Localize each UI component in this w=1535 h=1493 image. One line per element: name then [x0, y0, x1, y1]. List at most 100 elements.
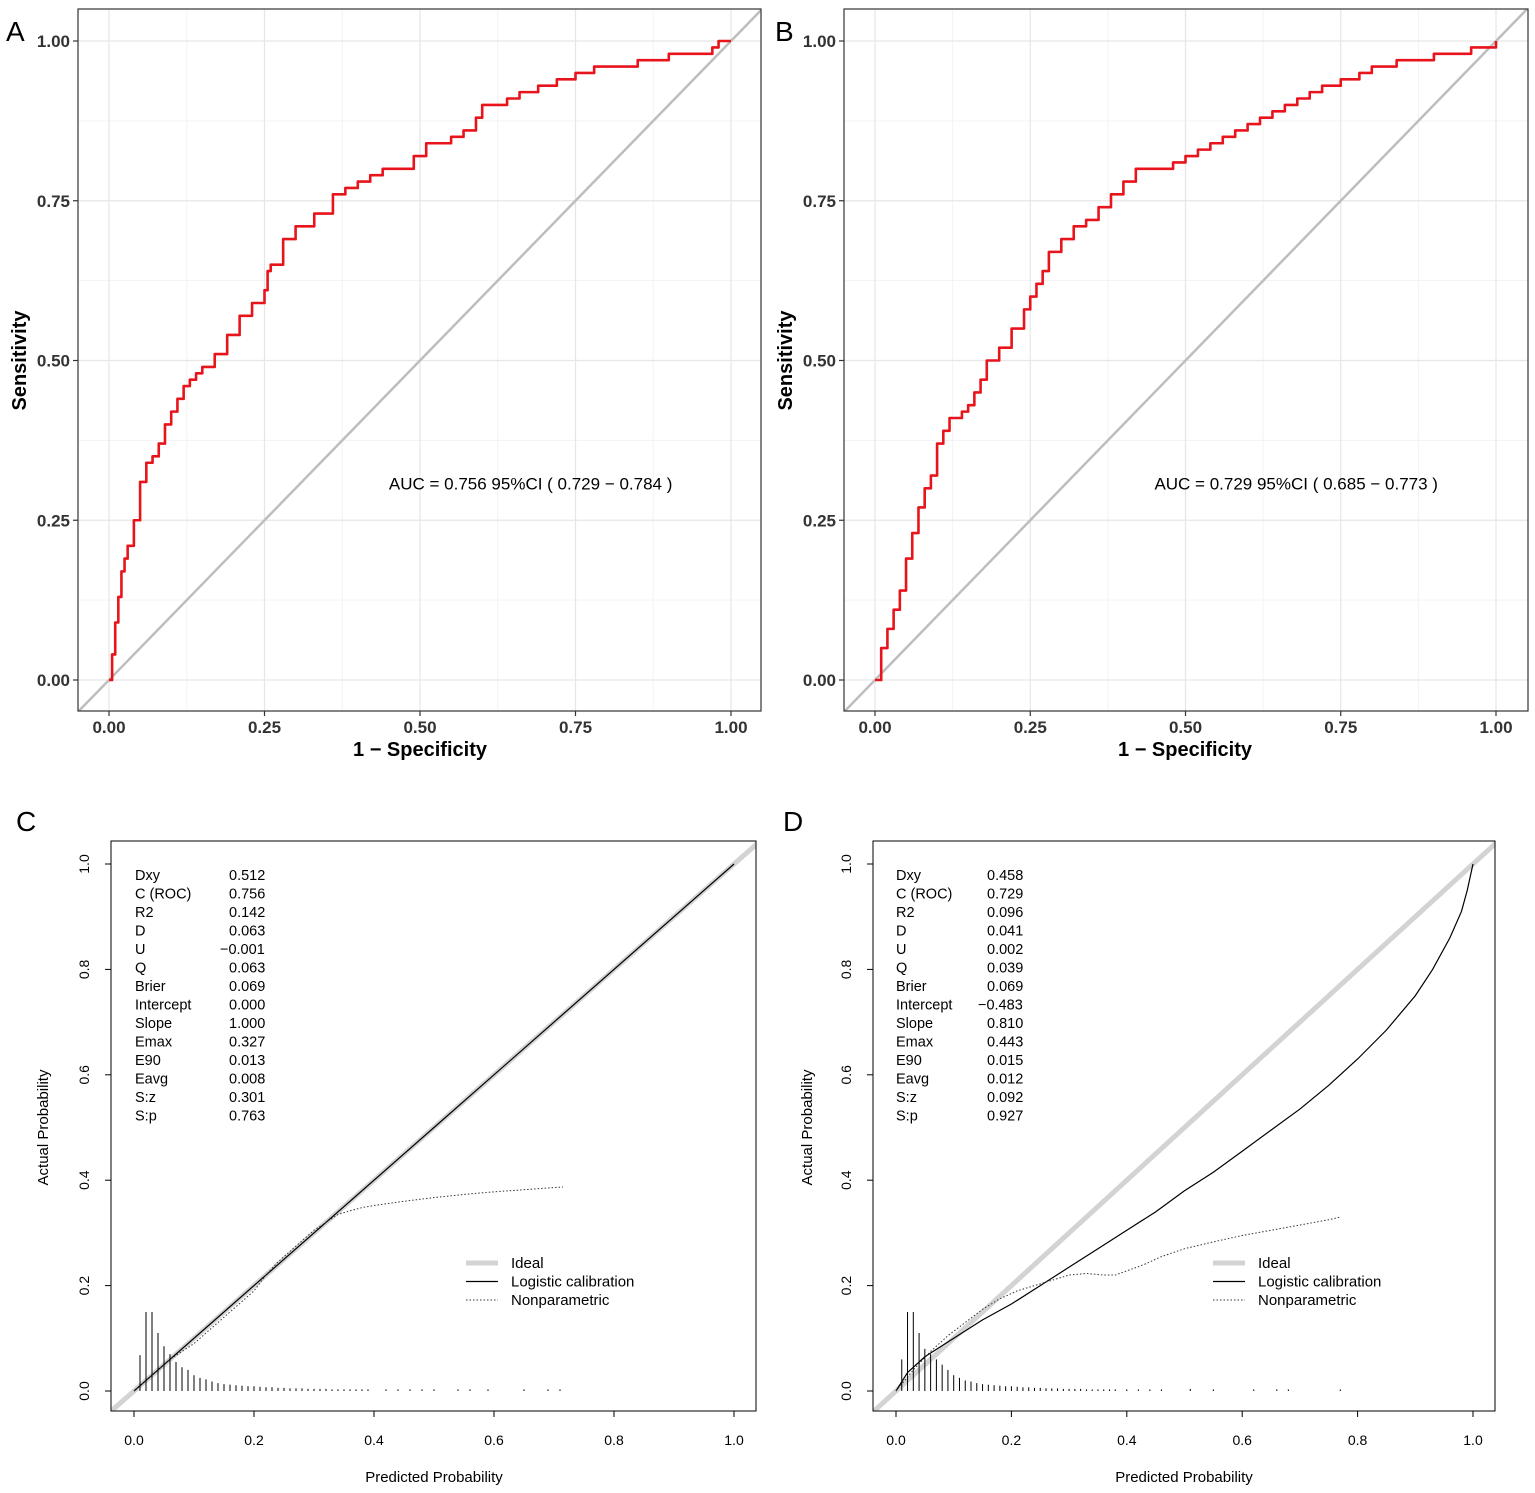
plot-frame: [872, 840, 1496, 1412]
stat-value: 0.015: [987, 1053, 1023, 1069]
stat-name: Intercept: [896, 998, 952, 1014]
nonparametric-line: [133, 1186, 564, 1392]
y-tick-label: 0.25: [803, 511, 836, 530]
legend-label: Nonparametric: [1258, 1292, 1357, 1309]
stat-value: 0.069: [987, 979, 1023, 995]
statistics-table: Dxy 0.512 C (ROC) 0.756 R2 0.142 D 0.063 U −0.001…: [135, 868, 265, 1125]
x-tick-label: 0.4: [364, 1432, 384, 1448]
panel-letter: D: [783, 806, 803, 837]
plot-frame: [110, 840, 757, 1412]
x-tick-label: 1.0: [724, 1432, 744, 1448]
x-tick-label: 0.6: [484, 1432, 504, 1448]
x-tick-label: 0.50: [1169, 718, 1202, 737]
stat-name: Intercept: [135, 998, 191, 1014]
stat-name: C (ROC): [896, 887, 952, 903]
stat-value: 0.063: [229, 961, 265, 977]
y-tick-label: 0.00: [37, 671, 70, 690]
x-axis-label: Predicted Probability: [1115, 1469, 1253, 1486]
stat-name: Brier: [135, 979, 166, 995]
stat-value: −0.001: [220, 942, 265, 958]
y-tick-label: 0.2: [76, 1276, 92, 1296]
y-tick-label: 1.0: [76, 854, 92, 874]
stat-name: Q: [896, 961, 907, 977]
prediction-histogram: [901, 1311, 1341, 1391]
y-tick-label: 0.25: [37, 511, 70, 530]
reference-line: [844, 9, 1528, 711]
x-tick-label: 0.50: [403, 718, 436, 737]
x-tick-label: 0.4: [1117, 1432, 1137, 1448]
y-tick-label: 0.4: [76, 1170, 92, 1190]
x-tick-label: 1.00: [714, 718, 747, 737]
logistic-calibration-line: [133, 863, 735, 1392]
y-tick-label: 0.8: [76, 959, 92, 979]
y-tick-label: 0.8: [838, 959, 854, 979]
calibration-panel-d: 0.0 0.2 0.4 0.6 0.8 1.0 0.0 0.2 0.4 0.6 0.8 1.0 Pred…: [783, 806, 1496, 1486]
stat-name: U: [135, 942, 145, 958]
stat-name: Dxy: [135, 868, 161, 884]
y-axis-label: Actual Probability: [35, 1069, 52, 1185]
logistic-calibration-line: [895, 863, 1474, 1392]
x-tick-label: 0.8: [1348, 1432, 1368, 1448]
roc-panel-a: 0.00 0.25 0.50 0.75 1.00 0.00 0.25 0.50 0.75 1.00…: [6, 8, 762, 761]
stat-name: Slope: [135, 1016, 172, 1032]
y-tick-label: 1.00: [803, 32, 836, 51]
x-axis-label: 1 − Specificity: [353, 739, 488, 761]
x-axis-label: Predicted Probability: [365, 1469, 503, 1486]
legend-label: Ideal: [511, 1255, 544, 1272]
x-tick-label: 0.2: [244, 1432, 264, 1448]
stat-value: 0.041: [987, 924, 1023, 940]
y-tick-label: 0.75: [803, 192, 836, 211]
stat-value: 0.327: [229, 1035, 265, 1051]
x-tick-label: 0.8: [604, 1432, 624, 1448]
x-tick-label: 1.00: [1479, 718, 1512, 737]
stat-value: 0.443: [987, 1035, 1023, 1051]
stat-name: E90: [135, 1053, 161, 1069]
stat-name: Slope: [896, 1016, 933, 1032]
stat-name: Q: [135, 961, 146, 977]
stat-name: S:z: [896, 1090, 917, 1106]
y-tick-label: 1.0: [838, 854, 854, 874]
stat-name: S:z: [135, 1090, 156, 1106]
x-tick-label: 0.75: [1324, 718, 1357, 737]
y-tick-label: 0.75: [37, 192, 70, 211]
x-tick-label: 0.2: [1002, 1432, 1022, 1448]
stat-value: 0.763: [229, 1109, 265, 1125]
stat-name: Dxy: [896, 868, 922, 884]
panel-letter: B: [775, 16, 794, 47]
stat-value: 0.002: [987, 942, 1023, 958]
stat-value: 1.000: [229, 1016, 265, 1032]
stat-name: R2: [135, 905, 154, 921]
legend-label: Nonparametric: [511, 1292, 610, 1309]
stat-name: Emax: [135, 1035, 173, 1051]
stat-value: −0.483: [978, 998, 1023, 1014]
stat-name: Eavg: [135, 1072, 168, 1088]
stat-value: 0.142: [229, 905, 265, 921]
y-tick-label: 0.00: [803, 671, 836, 690]
roc-curve: [875, 41, 1498, 682]
stat-name: R2: [896, 905, 915, 921]
ideal-line: [873, 841, 1495, 1411]
y-tick-label: 0.6: [838, 1065, 854, 1085]
legend-label: Logistic calibration: [511, 1274, 634, 1291]
y-tick-label: 0.0: [838, 1381, 854, 1401]
auc-annotation: AUC = 0.756 95%CI ( 0.729 − 0.784 ): [389, 475, 673, 494]
stat-value: 0.927: [987, 1109, 1023, 1125]
x-tick-label: 0.6: [1232, 1432, 1252, 1448]
y-axis-label: Sensitivity: [775, 310, 797, 411]
y-tick-label: 0.6: [76, 1065, 92, 1085]
x-tick-label: 1.0: [1463, 1432, 1483, 1448]
stat-value: 0.512: [229, 868, 265, 884]
statistics-table: Dxy 0.458 C (ROC) 0.729 R2 0.096 D 0.041 U 0.002 Q…: [896, 868, 1023, 1125]
y-tick-label: 0.50: [803, 352, 836, 371]
roc-curve: [109, 39, 731, 682]
nonparametric-line: [895, 1216, 1341, 1392]
x-tick-label: 0.0: [124, 1432, 144, 1448]
y-tick-label: 0.50: [37, 352, 70, 371]
stat-name: D: [135, 924, 145, 940]
stat-value: 0.756: [229, 887, 265, 903]
x-tick-label: 0.25: [248, 718, 281, 737]
stat-value: 0.458: [987, 868, 1023, 884]
